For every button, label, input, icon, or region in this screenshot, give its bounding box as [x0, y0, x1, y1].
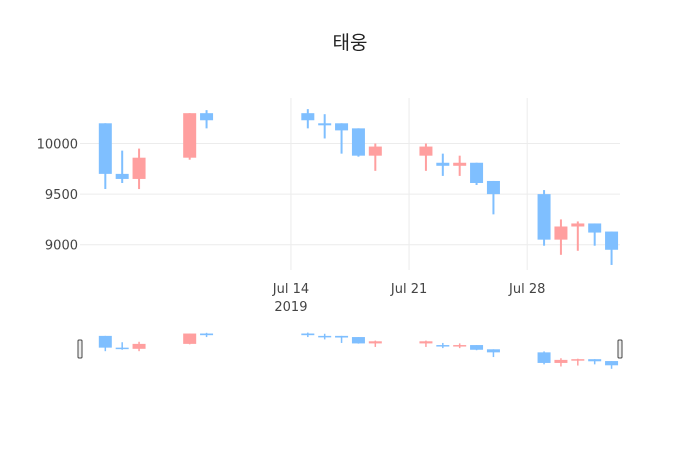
candle: [200, 110, 214, 129]
candle-body: [132, 157, 146, 179]
slider-candle: [419, 340, 433, 347]
candle-body: [554, 226, 568, 240]
candle-body: [571, 223, 585, 227]
grid-lines: [80, 98, 620, 270]
candle: [453, 155, 467, 176]
candle: [351, 128, 365, 157]
slider-candle: [98, 335, 112, 352]
slider-candle: [183, 333, 197, 345]
candle: [419, 143, 433, 171]
slider-candle: [486, 349, 500, 358]
candle: [115, 150, 129, 183]
candles: [98, 109, 619, 265]
slider-candle: [571, 358, 585, 366]
candle: [554, 219, 568, 255]
slider-candle: [318, 333, 332, 340]
candle-body: [605, 231, 619, 250]
candle: [486, 180, 500, 215]
y-axis-ticks: 9000 9500 10000: [37, 138, 78, 254]
candle: [335, 123, 349, 154]
candle-body: [453, 162, 467, 166]
x-tick-label: Jul 28: [508, 282, 545, 297]
candle-body: [436, 162, 450, 166]
candle-body: [368, 146, 382, 156]
candle-body: [419, 146, 433, 156]
candle-body: [115, 173, 129, 179]
candle: [605, 231, 619, 265]
candle-body: [486, 180, 500, 195]
chart-title: 태웅: [333, 32, 368, 54]
candle: [588, 223, 602, 246]
slider-candle: [537, 351, 551, 365]
candle: [132, 148, 146, 190]
x-tick-year-label: 2019: [274, 300, 307, 315]
candle-body: [318, 123, 332, 126]
slider-candle: [132, 341, 146, 352]
slider-candle: [368, 340, 382, 347]
candle-body: [470, 162, 484, 183]
candle-body: [301, 113, 315, 121]
candle: [183, 113, 197, 160]
candle-body: [335, 123, 349, 131]
slider-candle: [436, 342, 450, 349]
x-tick-label: Jul 21: [390, 282, 427, 297]
slider-candle: [200, 332, 214, 338]
x-axis-ticks: Jul 14 2019 Jul 21 Jul 28: [272, 282, 546, 315]
range-slider[interactable]: [77, 332, 623, 369]
candle-body: [537, 194, 551, 240]
y-tick-label: 9500: [45, 188, 78, 203]
slider-candle: [115, 342, 129, 350]
slider-candle: [470, 345, 484, 351]
candle: [436, 153, 450, 176]
slider-candle: [351, 337, 365, 344]
y-tick-label: 9000: [45, 239, 78, 254]
slider-candle: [554, 358, 568, 367]
candle-body: [200, 113, 214, 121]
slider-candle: [301, 332, 315, 338]
candle: [318, 114, 332, 139]
y-tick-label: 10000: [37, 138, 78, 153]
slider-candle: [588, 359, 602, 365]
candle: [571, 221, 585, 251]
candle: [98, 123, 112, 190]
candle: [537, 190, 551, 246]
candle-body: [351, 128, 365, 156]
x-tick-label: Jul 14: [272, 282, 309, 297]
candle: [470, 162, 484, 186]
slider-candle: [605, 361, 619, 369]
candle-body: [98, 123, 112, 174]
slider-candle: [335, 335, 349, 343]
candle: [368, 143, 382, 171]
candle-body: [183, 113, 197, 158]
candle-body: [588, 223, 602, 233]
range-slider-left-handle[interactable]: [77, 339, 83, 359]
slider-candle: [453, 343, 467, 349]
candle: [301, 109, 315, 129]
range-slider-right-handle[interactable]: [617, 339, 623, 359]
